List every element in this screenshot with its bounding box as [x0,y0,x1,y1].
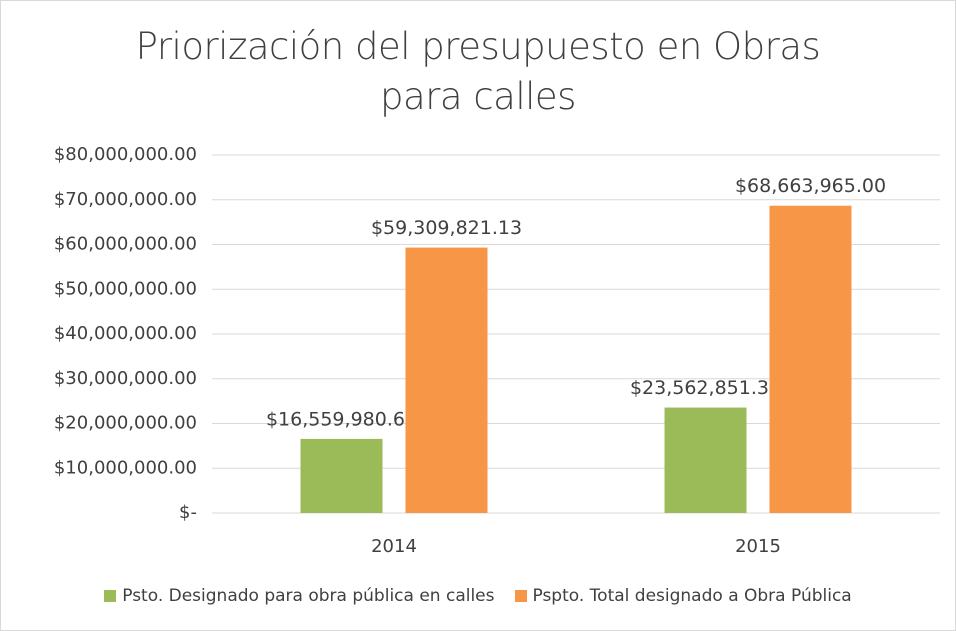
y-tick-label: $30,000,000.00 [54,368,197,389]
legend-swatch [514,590,527,602]
legend-label: Pspto. Total designado a Obra Pública [532,586,852,606]
data-label: $68,663,965.00 [735,175,886,197]
x-tick-label: 2014 [371,536,417,557]
y-tick-label: $40,000,000.00 [54,323,197,344]
y-tick-label: $20,000,000.00 [54,413,197,434]
bar [300,438,383,513]
legend-swatch [104,590,117,602]
y-tick-label: $70,000,000.00 [54,189,197,210]
chart-title: Priorización del presupuesto en Obras pa… [135,25,821,118]
data-label: $59,309,821.13 [371,217,522,239]
bar [769,205,852,513]
data-label: $23,562,851.30 [630,377,781,399]
y-tick-label: $60,000,000.00 [54,234,197,255]
legend-label: Psto. Designado para obra pública en cal… [122,586,495,606]
y-tick-label: $10,000,000.00 [54,457,197,478]
y-tick-label: $- [179,502,197,523]
bar [664,407,747,513]
legend-item: Pspto. Total designado a Obra Pública [514,586,852,606]
legend-item: Psto. Designado para obra pública en cal… [104,586,495,606]
bar [405,247,488,513]
y-tick-label: $50,000,000.00 [54,278,197,299]
y-tick-label: $80,000,000.00 [54,144,197,165]
x-tick-label: 2015 [735,536,781,557]
legend: Psto. Designado para obra pública en cal… [0,586,956,606]
data-label: $16,559,980.65 [266,408,417,430]
